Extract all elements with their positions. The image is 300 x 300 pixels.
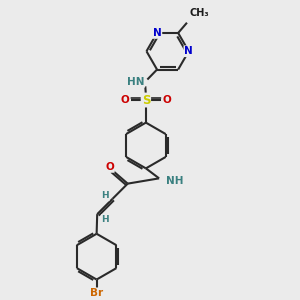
Text: NH: NH	[166, 176, 183, 186]
Text: HN: HN	[127, 77, 144, 87]
Text: CH₃: CH₃	[190, 8, 209, 18]
Text: O: O	[121, 95, 130, 105]
Text: Br: Br	[90, 288, 103, 298]
Text: N: N	[153, 28, 161, 38]
Text: S: S	[142, 94, 150, 106]
Text: H: H	[102, 215, 109, 224]
Text: N: N	[184, 46, 193, 56]
Text: O: O	[105, 162, 114, 172]
Text: O: O	[162, 95, 171, 105]
Text: H: H	[101, 191, 109, 200]
